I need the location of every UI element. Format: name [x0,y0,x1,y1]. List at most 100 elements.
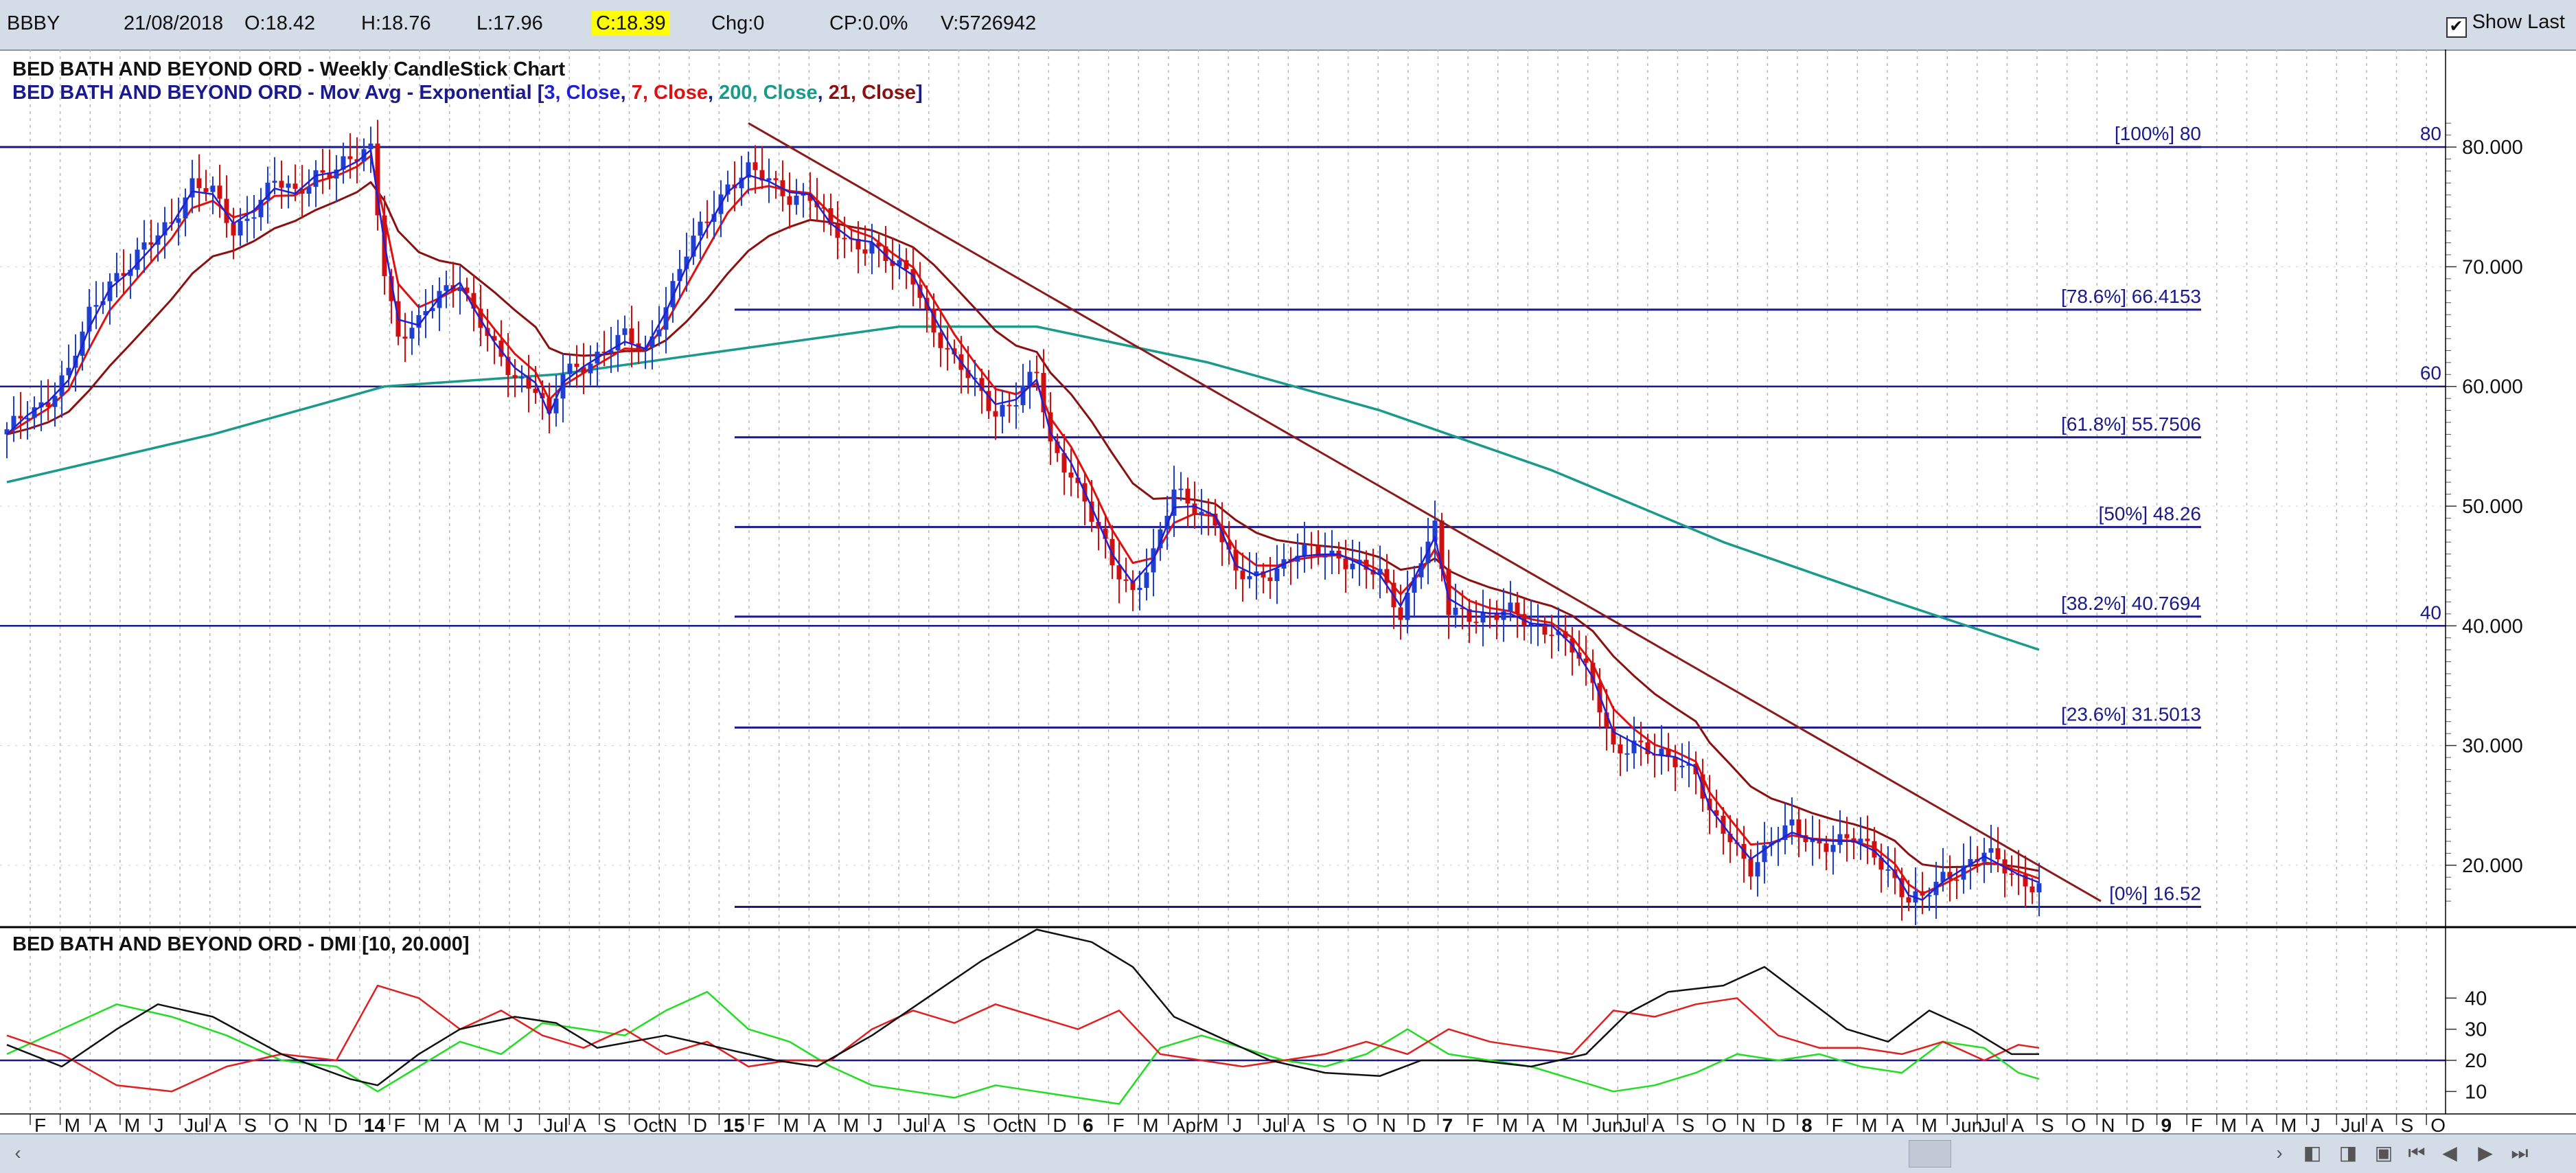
first-page-icon[interactable]: ⏮ [2408,1142,2426,1163]
time-axis-label: J [1232,1115,1242,1133]
candle-body [1185,488,1191,504]
candle-body [588,363,593,374]
price-tick-label: 30.000 [2462,736,2523,758]
candle-body [52,396,58,407]
ma-part-ema200: 200, Close [719,82,817,104]
prev-page-icon[interactable]: ◀ [2442,1142,2457,1163]
candle-body [629,328,634,344]
candle-body [1803,835,1808,843]
chart-area[interactable]: [100%] 80 [78.6%] 66.4153 [61.8%] 55.7506 [… [0,49,2576,1133]
time-axis-label: N [1742,1115,1756,1133]
scroll-right-small-icon[interactable]: › [2276,1142,2283,1163]
candle-body [238,220,243,236]
time-axis-label: M [1861,1115,1877,1133]
scroll-left-icon[interactable]: ‹ [14,1142,21,1163]
time-axis-label: N [663,1115,677,1133]
time-axis-label: A [1891,1115,1905,1133]
candle-body [862,249,868,254]
candle-body [4,429,10,435]
ma-part-ema21: 21, Close [829,82,916,104]
candle-body [1267,577,1273,582]
candle-body [313,170,319,187]
candle-body [1968,858,1973,866]
price-chart-title: BED BATH AND BEYOND ORD - Weekly CandleS… [12,58,565,80]
time-axis-label: O [2071,1115,2086,1133]
candle-body [1453,607,1458,615]
candle-body [1872,841,1877,858]
time-axis-label: O [274,1115,289,1133]
candle-body [1679,765,1685,768]
candle-body [196,178,202,188]
time-axis-label: J [514,1115,523,1133]
fibonacci-label: [78.6%] 66.4153 [2061,286,2201,307]
candle-body [1906,897,1911,903]
candle-body [444,285,449,291]
candle-body [952,348,957,355]
zoom-in-icon[interactable]: ◨ [2338,1142,2358,1163]
scroll-thumb[interactable] [1909,1140,1951,1168]
zoom-fit-icon[interactable]: ▣ [2374,1142,2393,1163]
candle-body [1309,544,1314,546]
candle-body [492,336,497,341]
show-last-checkbox[interactable]: ✔ [2446,17,2467,38]
candle-body [38,402,44,408]
candle-body [1412,577,1417,593]
candle-body [560,374,566,399]
candle-body [347,156,353,159]
candle-body [334,169,339,179]
candle-body [409,328,415,339]
candle-body [574,363,579,367]
time-axis: F M A M J Jul A S O N D 14 F M A M J Jul A S Oct N D 15 F M A M J Jul… [30,1114,2446,1133]
candle-body [1810,839,1815,843]
candle-body [1343,558,1348,569]
candle-body [128,269,133,276]
candle-body [876,242,882,247]
show-last-toggle[interactable]: ✔ Show Last [2446,11,2565,38]
candle-body [286,183,291,188]
candle-body [327,172,332,179]
candle-body [1885,869,1891,871]
candle-body [1240,570,1245,580]
candle-body [1611,727,1616,744]
time-axis-label: M [424,1115,439,1133]
candle-body [615,334,621,351]
price-tick-label: 50.000 [2462,496,2523,518]
candle-body [183,197,188,218]
time-axis-label: 6 [1083,1115,1094,1133]
candle-body [965,369,971,378]
time-axis-label: J [2311,1115,2321,1133]
candle-body [1961,865,1966,880]
candle-body [1103,528,1108,539]
candle-body [869,242,875,254]
candle-body [279,181,284,188]
candle-body [1274,568,1280,582]
candle-body [1672,757,1678,768]
candle-body [265,183,271,200]
time-axis-label: Jun [1592,1115,1623,1133]
candle-body [45,402,51,407]
candle-body [540,393,545,398]
candle-body [231,223,236,236]
change-pct-label: CP:0.0% [829,12,908,34]
candle-body [203,187,209,192]
candle-body [1583,658,1589,663]
time-axis-label: A [94,1115,107,1133]
next-page-icon[interactable]: ▶ [2478,1142,2493,1163]
candle-body [1714,810,1719,816]
candle-body [1947,872,1953,880]
candle-body [498,340,504,357]
candle-body [1940,872,1946,882]
candle-body [1892,869,1898,878]
candle-body [1878,857,1884,870]
scroll-bar[interactable]: ‹ › ◧ ◨ ▣ ⏮ ◀ ▶ ⏭ [0,1133,2576,1173]
last-page-icon[interactable]: ⏭ [2511,1142,2529,1163]
price-tick-label: 70.000 [2462,256,2523,278]
candle-body [1899,878,1905,898]
zoom-out-icon[interactable]: ◧ [2303,1142,2322,1163]
candle-body [547,398,552,413]
plus-di-series [6,984,2040,1093]
time-axis-label: A [1532,1115,1545,1133]
candle-body [1233,549,1239,571]
time-axis-label: J [154,1115,164,1133]
show-last-label: Show Last [2472,11,2565,33]
